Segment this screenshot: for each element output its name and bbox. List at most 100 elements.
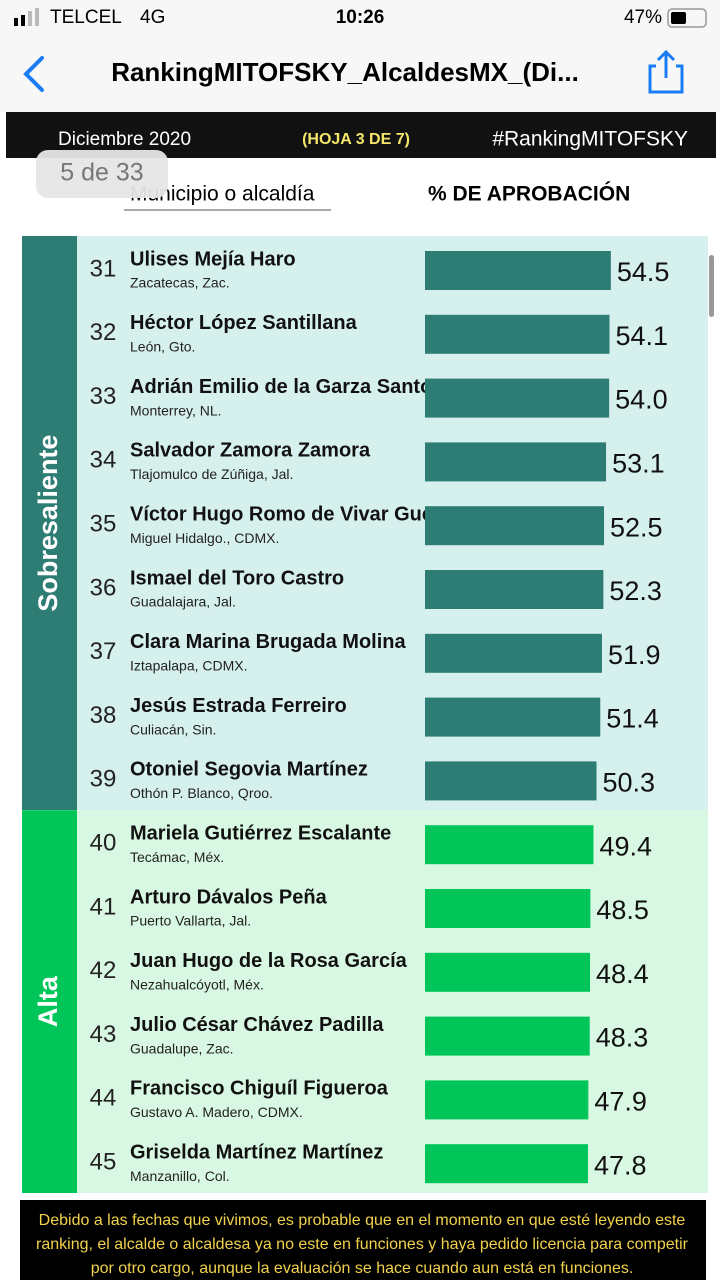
nav-title: RankingMITOFSKY_AlcaldesMX_(Di... <box>111 57 579 87</box>
rank: 44 <box>90 1085 117 1112</box>
location: Guadalupe, Zac. <box>130 1040 234 1056</box>
share-button[interactable] <box>648 49 684 94</box>
name: Otoniel Segovia Martínez <box>130 759 368 781</box>
bar <box>425 761 597 801</box>
bar <box>425 1016 590 1056</box>
back-button[interactable] <box>23 56 44 92</box>
battery-icon <box>667 8 707 28</box>
bar <box>425 251 611 290</box>
bar <box>425 314 610 354</box>
sheet-number: (HOJA 3 DE 7) <box>302 131 410 148</box>
group-band <box>22 810 77 1193</box>
rank: 37 <box>90 638 117 665</box>
scrollbar <box>709 255 714 317</box>
bar <box>425 506 605 546</box>
footer-line: por otro cargo, aunque la evaluación se … <box>91 1260 634 1277</box>
name: Griselda Martínez Martínez <box>130 1141 383 1163</box>
location: Manzanillo, Col. <box>130 1168 230 1184</box>
bar <box>425 378 610 418</box>
footer-line: Debido a las fechas que vivimos, es prob… <box>39 1212 686 1229</box>
carrier: TELCEL <box>50 7 122 28</box>
bar <box>425 570 604 609</box>
rank: 34 <box>90 447 117 474</box>
group-label: Alta <box>33 975 63 1027</box>
page-badge-text: 5 de 33 <box>60 159 143 187</box>
location: Puerto Vallarta, Jal. <box>130 913 251 929</box>
value-label: 53.1 <box>612 449 665 479</box>
rank: 43 <box>90 1021 117 1048</box>
time: 10:26 <box>336 7 385 28</box>
group-band <box>22 236 77 811</box>
name: Mariela Gutiérrez Escalante <box>130 822 391 844</box>
location: Iztapalapa, CDMX. <box>130 658 248 674</box>
hashtag: #RankingMITOFSKY <box>492 128 688 151</box>
rank: 45 <box>90 1149 117 1176</box>
value-label: 51.9 <box>608 640 661 670</box>
name: Ismael del Toro Castro <box>130 567 344 589</box>
network: 4G <box>140 7 165 28</box>
value-label: 54.0 <box>615 385 668 415</box>
name: Salvador Zamora Zamora <box>130 440 371 462</box>
rank: 42 <box>90 957 117 984</box>
col-value: % DE APROBACIÓN <box>428 182 630 206</box>
value-label: 49.4 <box>599 831 652 861</box>
rank: 33 <box>90 383 117 410</box>
value-label: 52.5 <box>610 512 663 542</box>
value-label: 51.4 <box>606 704 659 734</box>
name: Juan Hugo de la Rosa García <box>130 950 408 972</box>
bar <box>425 1080 589 1120</box>
rank: 35 <box>90 511 117 538</box>
value-label: 48.3 <box>596 1023 649 1053</box>
rank: 31 <box>90 255 117 282</box>
value-label: 48.4 <box>596 959 649 989</box>
rank: 32 <box>90 319 117 346</box>
rank: 41 <box>90 893 117 920</box>
rank: 38 <box>90 702 117 729</box>
col-name: Municipio o alcaldía <box>130 183 315 206</box>
location: Gustavo A. Madero, CDMX. <box>130 1104 303 1120</box>
top-bars <box>0 0 720 112</box>
bar <box>425 697 601 737</box>
value-label: 50.3 <box>603 768 656 798</box>
name: Adrián Emilio de la Garza Santos <box>130 376 443 398</box>
location: León, Gto. <box>130 339 195 355</box>
location: Guadalajara, Jal. <box>130 594 236 610</box>
bar <box>425 633 602 673</box>
location: Nezahualcóyotl, Méx. <box>130 977 264 993</box>
group-background <box>22 810 708 1193</box>
rank: 36 <box>90 574 117 601</box>
name: Víctor Hugo Romo de Vivar Guerra <box>130 503 461 525</box>
group-label: Sobresaliente <box>33 435 63 612</box>
name: Arturo Dávalos Peña <box>130 886 328 908</box>
location: Culiacán, Sin. <box>130 721 216 737</box>
page-badge <box>36 150 168 198</box>
value-label: 54.5 <box>617 257 670 287</box>
rank: 39 <box>90 766 117 793</box>
sheet-date: Diciembre 2020 <box>58 129 191 150</box>
value-label: 54.1 <box>615 321 668 351</box>
location: Tlajomulco de Zúñiga, Jal. <box>130 466 293 482</box>
name: Francisco Chiguíl Figueroa <box>130 1078 389 1100</box>
bar <box>425 442 607 482</box>
location: Monterrey, NL. <box>130 402 222 418</box>
footer-box <box>20 1200 706 1280</box>
value-label: 47.8 <box>594 1150 647 1180</box>
name: Héctor López Santillana <box>130 312 358 334</box>
footer-line: ranking, el alcalde o alcaldesa ya no es… <box>36 1236 689 1253</box>
location: Zacatecas, Zac. <box>130 275 230 291</box>
name: Clara Marina Brugada Molina <box>130 631 406 653</box>
value-label: 48.5 <box>596 895 649 925</box>
value-label: 52.3 <box>609 576 662 606</box>
bar <box>425 889 591 928</box>
location: Othón P. Blanco, Qroo. <box>130 785 273 801</box>
bar <box>425 952 591 992</box>
location: Tecámac, Méx. <box>130 849 224 865</box>
name: Ulises Mejía Haro <box>130 248 296 270</box>
signal <box>14 8 39 26</box>
bar <box>425 825 594 865</box>
rank: 40 <box>90 830 117 857</box>
name: Julio César Chávez Padilla <box>130 1014 384 1036</box>
value-label: 47.9 <box>594 1087 647 1117</box>
